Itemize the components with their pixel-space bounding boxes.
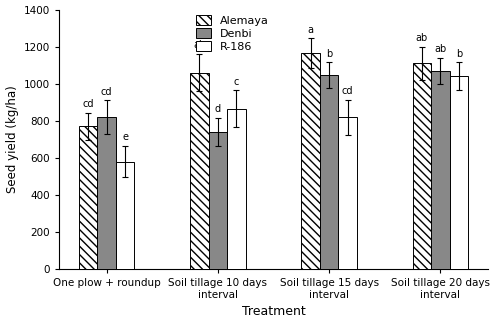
Bar (190, 73, 208, 269)
Y-axis label: Seed yield (kg/ha): Seed yield (kg/ha) (6, 86, 18, 193)
Bar (412, 64, 431, 269)
Text: ab: ab (434, 44, 446, 54)
Bar (431, 71, 450, 269)
Text: a: a (308, 25, 314, 35)
Text: b: b (456, 49, 462, 59)
Bar (302, 53, 320, 269)
Bar (338, 117, 357, 269)
Text: cd: cd (101, 87, 112, 97)
Text: cd: cd (82, 99, 94, 109)
Text: cd: cd (342, 86, 353, 96)
Bar (98, 117, 116, 269)
Bar (320, 75, 338, 269)
Bar (79, 126, 98, 269)
Bar (227, 109, 246, 269)
Legend: Alemaya, Denbi, R-186: Alemaya, Denbi, R-186 (194, 13, 271, 54)
X-axis label: Treatment: Treatment (242, 306, 306, 318)
Text: d: d (215, 104, 221, 114)
Bar (116, 162, 134, 269)
Text: b: b (326, 49, 332, 59)
Text: e: e (122, 132, 128, 142)
Text: ab: ab (416, 33, 428, 43)
Bar (208, 132, 227, 269)
Text: c: c (234, 76, 239, 87)
Bar (450, 76, 468, 269)
Text: ab: ab (194, 40, 205, 50)
